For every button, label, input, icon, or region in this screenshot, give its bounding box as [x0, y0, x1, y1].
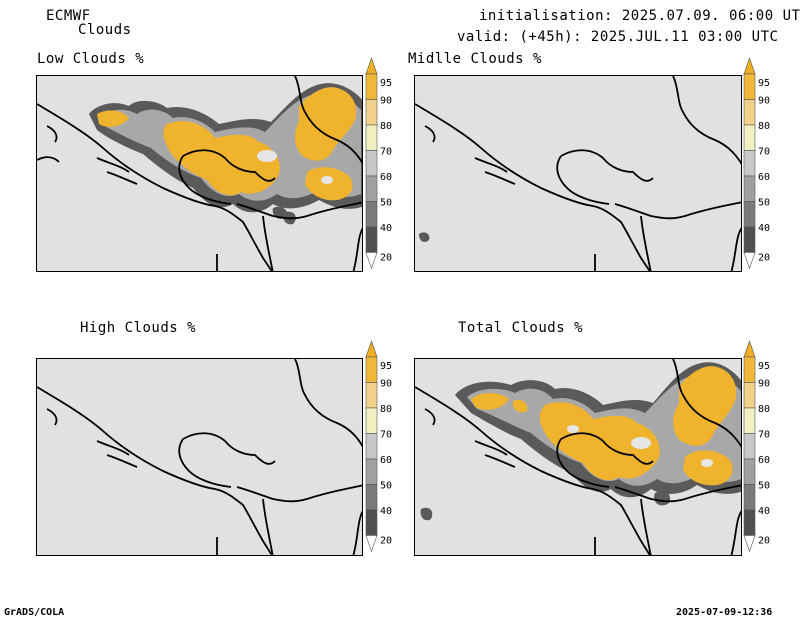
colorbar-segment	[743, 433, 756, 460]
colorbar-segment	[365, 340, 378, 358]
init-time: initialisation: 2025.07.09. 06:00 UTC	[479, 8, 800, 24]
colorbar-segment	[743, 99, 756, 126]
colorbar-label: 80	[380, 404, 392, 415]
colorbar-label: 70	[758, 430, 770, 441]
colorbar-segment	[743, 124, 756, 151]
colorbar-segment	[365, 73, 378, 100]
colorbar-segment	[365, 407, 378, 434]
colorbar-label: 95	[758, 78, 770, 89]
panel-title-low: Low Clouds %	[37, 51, 145, 67]
colorbar-high: 95 90 80 70 60 50 40 20	[364, 340, 410, 573]
map-high-clouds	[36, 358, 363, 556]
colorbar-segment	[365, 57, 378, 75]
colorbar-label: 80	[758, 121, 770, 132]
colorbar-label: 60	[380, 172, 392, 183]
colorbar-segment	[365, 175, 378, 202]
colorbar-segment	[743, 458, 756, 485]
colorbar-segment	[365, 356, 378, 383]
product-label: Clouds	[78, 22, 132, 38]
colorbar-label: 95	[380, 78, 392, 89]
map-total-clouds	[414, 358, 742, 556]
colorbar-label: 60	[380, 455, 392, 466]
footer-timestamp: 2025-07-09-12:36	[676, 607, 773, 618]
colorbar-label: 20	[380, 536, 392, 547]
map-low-clouds	[36, 75, 363, 272]
colorbar-segment	[743, 252, 756, 270]
colorbar-middle: 95 90 80 70 60 50 40 20	[742, 57, 788, 290]
colorbar-label: 20	[758, 536, 770, 547]
colorbar-segment	[743, 226, 756, 253]
colorbar-label: 90	[380, 96, 392, 107]
colorbar-segment	[365, 484, 378, 511]
panel-title-high: High Clouds %	[80, 320, 197, 336]
colorbar-segment	[743, 57, 756, 75]
colorbar-segment	[365, 382, 378, 409]
panel-title-total: Total Clouds %	[458, 320, 584, 336]
colorbar-label: 40	[758, 223, 770, 234]
cloud-orange-layer	[97, 87, 357, 201]
map-high-svg	[37, 359, 362, 555]
map-boundaries	[415, 359, 741, 555]
map-total-svg	[415, 359, 741, 555]
colorbar-low: 95 90 80 70 60 50 40 20	[364, 57, 410, 290]
map-boundaries	[37, 76, 362, 271]
colorbar-label: 60	[758, 455, 770, 466]
colorbar-segment	[365, 458, 378, 485]
colorbar-label: 70	[758, 147, 770, 158]
model-label: ECMWF	[46, 8, 91, 24]
valid-time: valid: (+45h): 2025.JUL.11 03:00 UTC	[457, 29, 779, 45]
colorbar-segment	[743, 175, 756, 202]
colorbar-segment	[743, 382, 756, 409]
cloud-orange-layer	[471, 366, 737, 486]
colorbar-label: 40	[758, 506, 770, 517]
colorbar-segment	[743, 73, 756, 100]
colorbar-label: 80	[758, 404, 770, 415]
colorbar-segment	[743, 407, 756, 434]
colorbar-label: 70	[380, 430, 392, 441]
panel-title-middle: Midlle Clouds %	[408, 51, 542, 67]
footer-software: GrADS/COLA	[4, 607, 65, 618]
cloud-pale-holes	[567, 425, 713, 467]
colorbar-segment	[365, 150, 378, 177]
colorbar-label: 40	[380, 223, 392, 234]
colorbar-label: 95	[758, 361, 770, 372]
colorbar-label: 90	[758, 379, 770, 390]
colorbar-segment	[365, 252, 378, 270]
colorbar-label: 40	[380, 506, 392, 517]
colorbar-segment	[743, 509, 756, 536]
map-low-svg	[37, 76, 362, 271]
colorbar-segment	[365, 124, 378, 151]
colorbar-segment	[365, 226, 378, 253]
colorbar-label: 95	[380, 361, 392, 372]
colorbar-total: 95 90 80 70 60 50 40 20	[742, 340, 788, 573]
colorbar-segment	[365, 99, 378, 126]
colorbar-label: 50	[758, 481, 770, 492]
colorbar-label: 50	[758, 198, 770, 209]
map-boundaries	[415, 76, 741, 271]
colorbar-segment	[743, 340, 756, 358]
colorbar-label: 20	[758, 253, 770, 264]
cloud-pale-holes	[257, 150, 333, 184]
colorbar-segment	[365, 509, 378, 536]
colorbar-segment	[365, 201, 378, 228]
colorbar-segment	[365, 433, 378, 460]
map-boundaries	[37, 359, 362, 555]
colorbar-segment	[743, 201, 756, 228]
colorbar-label: 70	[380, 147, 392, 158]
colorbar-segment	[743, 484, 756, 511]
colorbar-segment	[743, 356, 756, 383]
map-middle-clouds	[414, 75, 742, 272]
colorbar-label: 90	[758, 96, 770, 107]
colorbar-label: 50	[380, 481, 392, 492]
colorbar-label: 50	[380, 198, 392, 209]
colorbar-label: 20	[380, 253, 392, 264]
colorbar-segment	[743, 150, 756, 177]
cloud-dark-layer	[419, 232, 430, 242]
colorbar-label: 90	[380, 379, 392, 390]
colorbar-label: 80	[380, 121, 392, 132]
map-middle-svg	[415, 76, 741, 271]
colorbar-segment	[743, 535, 756, 553]
colorbar-label: 60	[758, 172, 770, 183]
colorbar-segment	[365, 535, 378, 553]
